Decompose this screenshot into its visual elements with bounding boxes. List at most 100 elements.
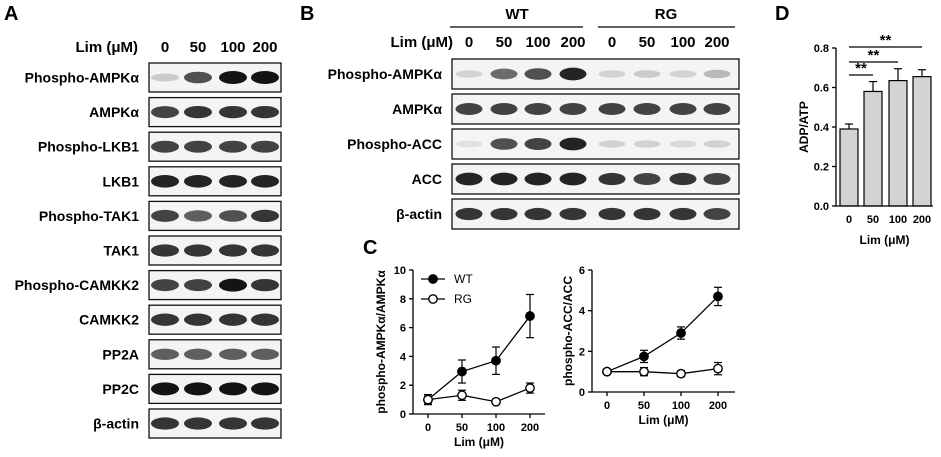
x-tick-label: 50	[456, 422, 468, 434]
x-tick-label: 0	[846, 214, 852, 226]
western-blot-band	[598, 140, 626, 148]
blot-row-label: Phospho-AMPKα	[328, 66, 443, 82]
blot-row-label: TAK1	[103, 243, 139, 259]
data-point	[639, 366, 649, 377]
western-blot-band	[524, 207, 552, 221]
western-blot-band	[184, 244, 212, 257]
western-blot-band	[219, 174, 247, 188]
y-tick-label: 2	[579, 346, 585, 358]
western-blot-band	[251, 71, 279, 84]
data-point	[457, 390, 467, 401]
western-blot-band	[151, 244, 179, 257]
blot-row-label: CAMKK2	[79, 312, 139, 328]
series	[423, 382, 535, 407]
blot-row: LKB1	[102, 166, 282, 197]
concentration-value: 0	[465, 34, 473, 51]
blot-row-label: PP2C	[102, 381, 139, 397]
western-blot-band	[490, 68, 518, 80]
western-blot-band	[251, 417, 279, 430]
western-blot-band	[251, 140, 279, 153]
western-blot-band	[524, 103, 552, 115]
western-blot-band	[669, 207, 697, 221]
y-tick-label: 0.8	[814, 43, 829, 55]
significance-label: **	[868, 47, 880, 64]
blot-row: TAK1	[103, 235, 282, 266]
y-tick-label: 10	[394, 265, 406, 277]
data-point	[525, 383, 535, 393]
bar	[888, 79, 908, 207]
x-axis-label: Lim (μM)	[860, 233, 910, 247]
western-blot-band	[219, 105, 247, 119]
bar	[863, 90, 883, 207]
concentration-value: 0	[608, 34, 616, 51]
western-blot-band	[703, 69, 731, 79]
significance-label: **	[880, 32, 892, 49]
concentration-value: 100	[220, 39, 245, 56]
blot-row-label: PP2A	[102, 346, 139, 362]
western-blot-band	[184, 279, 212, 292]
western-blot-band	[251, 382, 279, 396]
blot-row: β-actin	[93, 408, 282, 439]
blot-row: ACC	[412, 163, 740, 195]
blot-row: AMPKα	[392, 93, 740, 125]
western-blot-band	[598, 207, 626, 221]
western-blot-band	[633, 140, 661, 148]
x-tick-label: 100	[889, 214, 907, 226]
y-tick-label: 0	[400, 409, 406, 421]
data-point	[676, 368, 686, 379]
blot-row-label: β-actin	[396, 206, 442, 222]
x-tick-label: 200	[709, 400, 727, 412]
western-blot-band	[490, 138, 518, 150]
data-point	[639, 351, 649, 362]
data-point	[713, 363, 723, 374]
bar	[839, 128, 859, 207]
western-blot-band	[151, 209, 179, 222]
data-point	[423, 394, 433, 405]
y-tick-label: 8	[400, 294, 406, 306]
x-tick-label: 0	[604, 400, 610, 412]
x-tick-label: 200	[521, 422, 539, 434]
western-blot-band	[184, 382, 212, 396]
y-tick-label: 0	[579, 387, 585, 399]
y-tick-label: 0.2	[814, 162, 829, 174]
western-blot-band	[184, 105, 212, 119]
blot-row: β-actin	[396, 198, 740, 230]
western-blot-band	[251, 313, 279, 326]
western-blot-band	[633, 70, 661, 78]
western-blot-band	[559, 207, 587, 221]
blot-row: Phospho-TAK1	[39, 200, 282, 232]
western-blot-band	[633, 207, 661, 221]
bar	[912, 76, 932, 207]
y-axis-label: phospho-AMPKα/AMPKα	[374, 270, 388, 414]
series-line	[427, 315, 531, 401]
series	[423, 293, 535, 406]
western-blot-band	[455, 70, 483, 78]
western-blot-band	[598, 172, 626, 186]
western-blot-band	[184, 210, 212, 222]
y-tick-label: 0.0	[814, 201, 829, 213]
data-point	[676, 328, 686, 338]
western-blot-band	[669, 140, 697, 148]
western-blot-band	[219, 313, 247, 326]
x-tick-label: 200	[913, 214, 931, 226]
western-blot-band	[524, 138, 552, 150]
data-point	[457, 366, 467, 377]
y-axis-label: ADP/ATP	[797, 101, 811, 153]
x-tick-label: 50	[638, 400, 650, 412]
blot-row-label: Phospho-TAK1	[39, 208, 139, 224]
y-tick-label: 2	[400, 380, 406, 392]
concentration-value: 50	[496, 34, 513, 51]
blot-row-label: Phospho-ACC	[347, 136, 442, 152]
series-line	[606, 295, 719, 373]
blot-row: CAMKK2	[79, 304, 282, 335]
western-blot-band	[251, 174, 279, 188]
western-blot-band	[184, 71, 212, 84]
western-blot-band	[219, 382, 247, 396]
western-blot-band	[251, 209, 279, 223]
western-blot-band	[598, 103, 626, 115]
y-tick-label: 0.4	[814, 122, 830, 134]
